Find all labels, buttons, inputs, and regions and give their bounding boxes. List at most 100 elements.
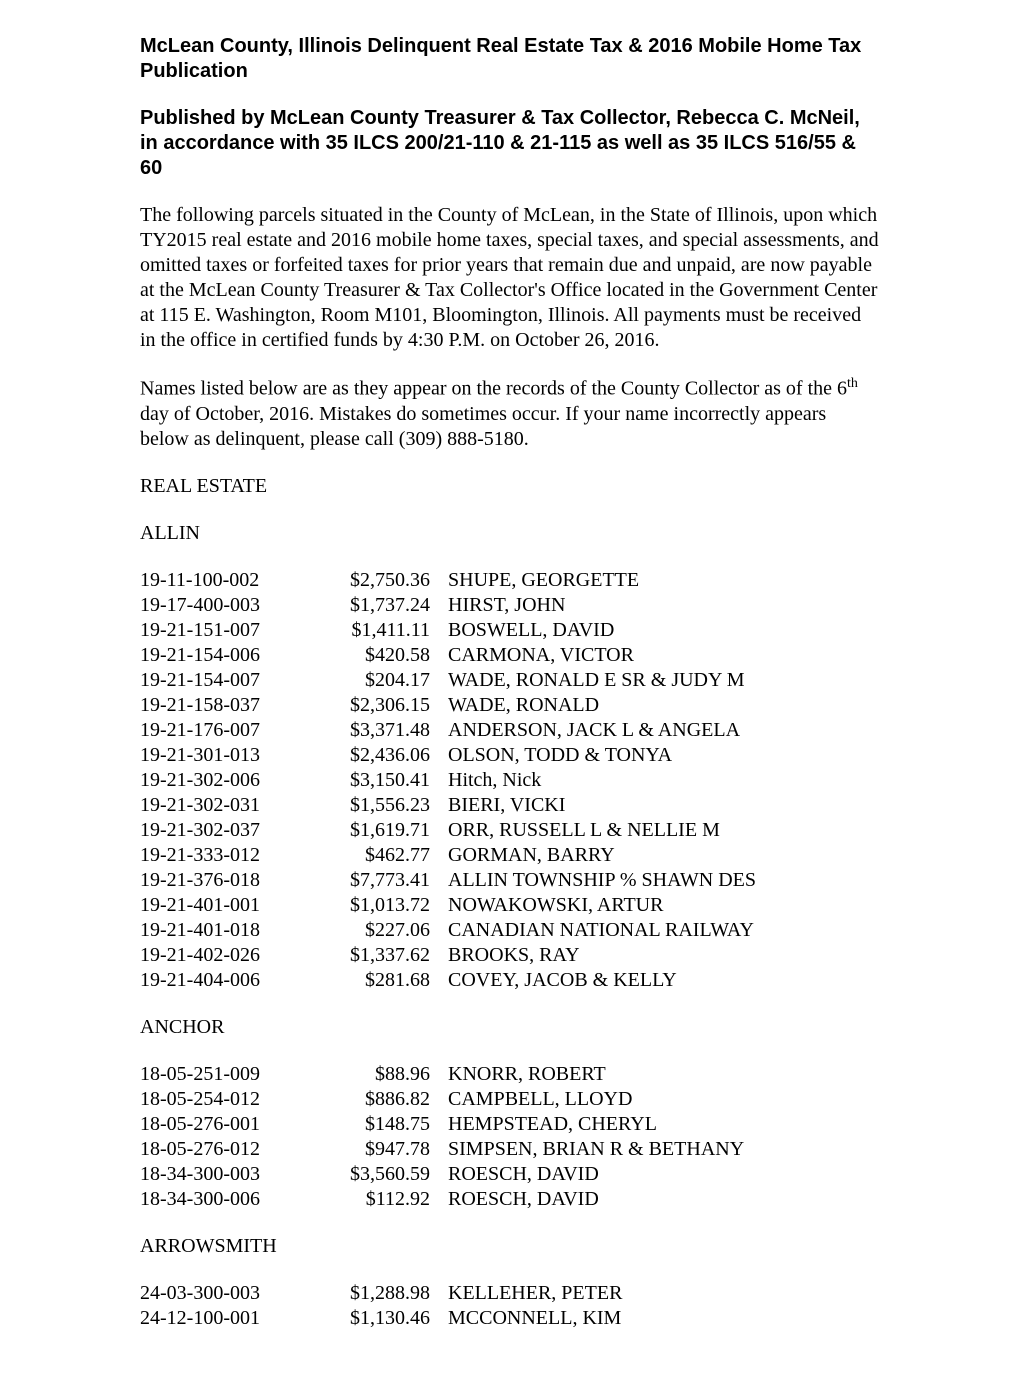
- parcel-cell: 19-21-151-007: [140, 618, 325, 643]
- owner-name-cell: OLSON, TODD & TONYA: [448, 743, 756, 768]
- amount-cell: $1,013.72: [325, 893, 448, 918]
- table-row: 19-21-401-001$1,013.72NOWAKOWSKI, ARTUR: [140, 893, 756, 918]
- amount-cell: $1,130.46: [325, 1306, 448, 1331]
- township-heading: ALLIN: [140, 521, 880, 546]
- owner-name-cell: HEMPSTEAD, CHERYL: [448, 1112, 744, 1137]
- parcel-cell: 24-12-100-001: [140, 1306, 325, 1331]
- parcel-cell: 19-21-401-018: [140, 918, 325, 943]
- amount-cell: $3,150.41: [325, 768, 448, 793]
- owner-name-cell: COVEY, JACOB & KELLY: [448, 968, 756, 993]
- parcel-cell: 18-05-254-012: [140, 1087, 325, 1112]
- amount-cell: $88.96: [325, 1062, 448, 1087]
- townships-container: ALLIN 19-11-100-002$2,750.36SHUPE, GEORGE…: [140, 521, 880, 1331]
- township-heading: ANCHOR: [140, 1015, 880, 1040]
- table-row: 19-21-154-007$204.17WADE, RONALD E SR & …: [140, 668, 756, 693]
- parcel-cell: 18-34-300-003: [140, 1162, 325, 1187]
- owner-name-cell: CARMONA, VICTOR: [448, 643, 756, 668]
- owner-name-cell: NOWAKOWSKI, ARTUR: [448, 893, 756, 918]
- para2-part-a: Names listed below are as they appear on…: [140, 378, 847, 400]
- amount-cell: $1,619.71: [325, 818, 448, 843]
- table-row: 19-21-401-018$227.06CANADIAN NATIONAL RA…: [140, 918, 756, 943]
- doc-title-1: McLean County, Illinois Delinquent Real …: [140, 34, 880, 84]
- parcel-cell: 18-05-276-012: [140, 1137, 325, 1162]
- table-row: 19-11-100-002$2,750.36SHUPE, GEORGETTE: [140, 568, 756, 593]
- doc-title-2: Published by McLean County Treasurer & T…: [140, 106, 880, 181]
- amount-cell: $1,288.98: [325, 1281, 448, 1306]
- amount-cell: $1,337.62: [325, 943, 448, 968]
- table-row: 18-05-251-009$88.96KNORR, ROBERT: [140, 1062, 744, 1087]
- parcel-cell: 19-21-302-006: [140, 768, 325, 793]
- owner-name-cell: KNORR, ROBERT: [448, 1062, 744, 1087]
- amount-cell: $2,750.36: [325, 568, 448, 593]
- amount-cell: $204.17: [325, 668, 448, 693]
- owner-name-cell: CANADIAN NATIONAL RAILWAY: [448, 918, 756, 943]
- parcel-cell: 19-21-154-006: [140, 643, 325, 668]
- owner-name-cell: GORMAN, BARRY: [448, 843, 756, 868]
- parcel-cell: 19-21-302-031: [140, 793, 325, 818]
- parcel-cell: 18-05-251-009: [140, 1062, 325, 1087]
- parcel-cell: 19-21-154-007: [140, 668, 325, 693]
- intro-paragraph-1: The following parcels situated in the Co…: [140, 203, 880, 353]
- owner-name-cell: CAMPBELL, LLOYD: [448, 1087, 744, 1112]
- table-row: 19-21-301-013$2,436.06OLSON, TODD & TONY…: [140, 743, 756, 768]
- parcel-cell: 19-21-301-013: [140, 743, 325, 768]
- amount-cell: $227.06: [325, 918, 448, 943]
- table-row: 19-21-376-018$7,773.41ALLIN TOWNSHIP % S…: [140, 868, 756, 893]
- amount-cell: $148.75: [325, 1112, 448, 1137]
- table-row: 19-21-302-037$1,619.71ORR, RUSSELL L & N…: [140, 818, 756, 843]
- amount-cell: $1,737.24: [325, 593, 448, 618]
- table-row: 19-21-154-006$420.58CARMONA, VICTOR: [140, 643, 756, 668]
- owner-name-cell: Hitch, Nick: [448, 768, 756, 793]
- parcel-cell: 19-21-158-037: [140, 693, 325, 718]
- amount-cell: $420.58: [325, 643, 448, 668]
- parcel-cell: 18-05-276-001: [140, 1112, 325, 1137]
- parcel-cell: 18-34-300-006: [140, 1187, 325, 1212]
- table-row: 19-21-176-007$3,371.48ANDERSON, JACK L &…: [140, 718, 756, 743]
- amount-cell: $3,371.48: [325, 718, 448, 743]
- amount-cell: $3,560.59: [325, 1162, 448, 1187]
- owner-name-cell: SHUPE, GEORGETTE: [448, 568, 756, 593]
- table-row: 19-21-158-037$2,306.15WADE, RONALD: [140, 693, 756, 718]
- owner-name-cell: WADE, RONALD E SR & JUDY M: [448, 668, 756, 693]
- township-heading: ARROWSMITH: [140, 1234, 880, 1259]
- owner-name-cell: SIMPSEN, BRIAN R & BETHANY: [448, 1137, 744, 1162]
- table-row: 18-34-300-006$112.92ROESCH, DAVID: [140, 1187, 744, 1212]
- amount-cell: $886.82: [325, 1087, 448, 1112]
- tax-table: 24-03-300-003$1,288.98KELLEHER, PETER24-…: [140, 1281, 622, 1331]
- owner-name-cell: ORR, RUSSELL L & NELLIE M: [448, 818, 756, 843]
- tax-table: 18-05-251-009$88.96KNORR, ROBERT18-05-25…: [140, 1062, 744, 1212]
- parcel-cell: 19-17-400-003: [140, 593, 325, 618]
- table-row: 19-21-302-006$3,150.41Hitch, Nick: [140, 768, 756, 793]
- table-row: 18-05-276-001$148.75HEMPSTEAD, CHERYL: [140, 1112, 744, 1137]
- owner-name-cell: ALLIN TOWNSHIP % SHAWN DES: [448, 868, 756, 893]
- parcel-cell: 19-21-302-037: [140, 818, 325, 843]
- amount-cell: $7,773.41: [325, 868, 448, 893]
- section-label-real-estate: REAL ESTATE: [140, 474, 880, 499]
- parcel-cell: 19-11-100-002: [140, 568, 325, 593]
- para2-superscript: th: [847, 376, 858, 391]
- parcel-cell: 19-21-402-026: [140, 943, 325, 968]
- table-row: 18-05-254-012$886.82CAMPBELL, LLOYD: [140, 1087, 744, 1112]
- parcel-cell: 24-03-300-003: [140, 1281, 325, 1306]
- owner-name-cell: KELLEHER, PETER: [448, 1281, 622, 1306]
- tax-table: 19-11-100-002$2,750.36SHUPE, GEORGETTE19…: [140, 568, 756, 993]
- parcel-cell: 19-21-376-018: [140, 868, 325, 893]
- amount-cell: $1,556.23: [325, 793, 448, 818]
- owner-name-cell: ANDERSON, JACK L & ANGELA: [448, 718, 756, 743]
- amount-cell: $2,306.15: [325, 693, 448, 718]
- table-row: 19-21-302-031$1,556.23BIERI, VICKI: [140, 793, 756, 818]
- amount-cell: $1,411.11: [325, 618, 448, 643]
- table-row: 24-03-300-003$1,288.98KELLEHER, PETER: [140, 1281, 622, 1306]
- parcel-cell: 19-21-404-006: [140, 968, 325, 993]
- owner-name-cell: BROOKS, RAY: [448, 943, 756, 968]
- table-row: 24-12-100-001$1,130.46MCCONNELL, KIM: [140, 1306, 622, 1331]
- owner-name-cell: HIRST, JOHN: [448, 593, 756, 618]
- table-row: 19-21-333-012$462.77GORMAN, BARRY: [140, 843, 756, 868]
- table-row: 19-21-402-026$1,337.62BROOKS, RAY: [140, 943, 756, 968]
- owner-name-cell: MCCONNELL, KIM: [448, 1306, 622, 1331]
- table-row: 19-21-151-007$1,411.11BOSWELL, DAVID: [140, 618, 756, 643]
- parcel-cell: 19-21-176-007: [140, 718, 325, 743]
- amount-cell: $112.92: [325, 1187, 448, 1212]
- para2-part-b: day of October, 2016. Mistakes do someti…: [140, 403, 826, 450]
- table-row: 19-17-400-003$1,737.24HIRST, JOHN: [140, 593, 756, 618]
